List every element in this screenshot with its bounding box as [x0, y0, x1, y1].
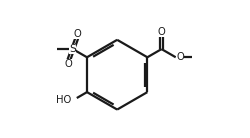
Text: S: S	[69, 44, 76, 54]
Text: O: O	[176, 52, 184, 62]
Text: O: O	[64, 59, 72, 69]
Text: O: O	[73, 29, 81, 39]
Text: O: O	[158, 27, 166, 37]
Text: HO: HO	[56, 95, 71, 105]
